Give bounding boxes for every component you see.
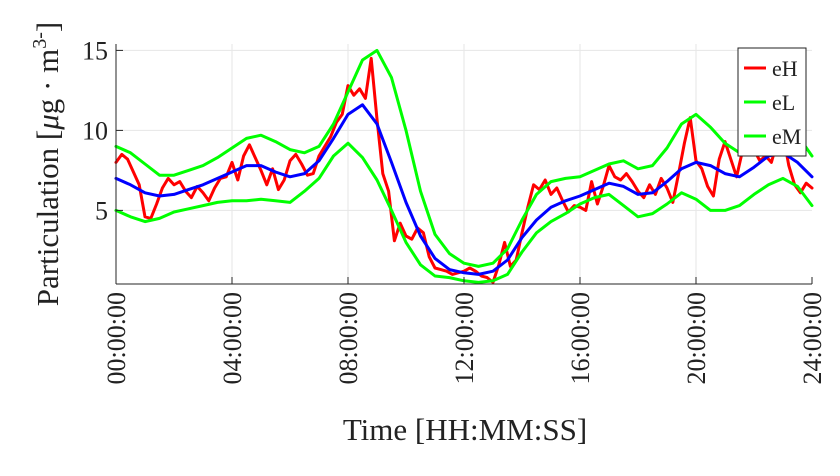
series-line-eh — [114, 56, 814, 284]
y-axis-label: Particulation [μg · m3-] — [29, 22, 65, 306]
x-tick-label-4: 16:00:00 — [566, 292, 595, 384]
x-tick-label-5: 20:00:00 — [682, 292, 711, 384]
x-tick-label-3: 12:00:00 — [450, 292, 479, 384]
legend: eH eL eM — [737, 47, 807, 157]
x-tick-label-1: 04:00:00 — [218, 292, 247, 384]
legend-label-em: eM — [772, 124, 801, 149]
y-axis-label-main: Particulation [ — [30, 130, 65, 306]
axes — [115, 44, 813, 285]
y-tick-label-0: 5 — [95, 196, 108, 225]
x-tick-label-2: 08:00:00 — [334, 292, 363, 384]
tick-labels: 00:00:00 04:00:00 08:00:00 12:00:00 16:00:00… — [82, 36, 827, 384]
series-line-3 — [114, 103, 814, 276]
y-axis-label-end: ] — [30, 22, 65, 32]
grid — [116, 44, 812, 284]
legend-label-eh: eH — [772, 56, 798, 81]
y-axis-label-mu: μ — [30, 114, 65, 131]
y-tick-label-2: 15 — [82, 36, 108, 65]
x-axis-label: Time [HH:MM:SS] — [343, 412, 587, 447]
y-tick-label-1: 10 — [82, 116, 108, 145]
x-tick-label-6: 24:00:00 — [798, 292, 827, 384]
y-axis-label-rest: g · m — [30, 49, 65, 114]
series-line-em — [114, 48, 814, 268]
x-tick-label-0: 00:00:00 — [102, 292, 131, 384]
y-axis-label-sup: 3 — [29, 39, 51, 49]
y-axis-label-sup-sign: - — [29, 32, 51, 39]
legend-label-el: eL — [772, 90, 795, 115]
